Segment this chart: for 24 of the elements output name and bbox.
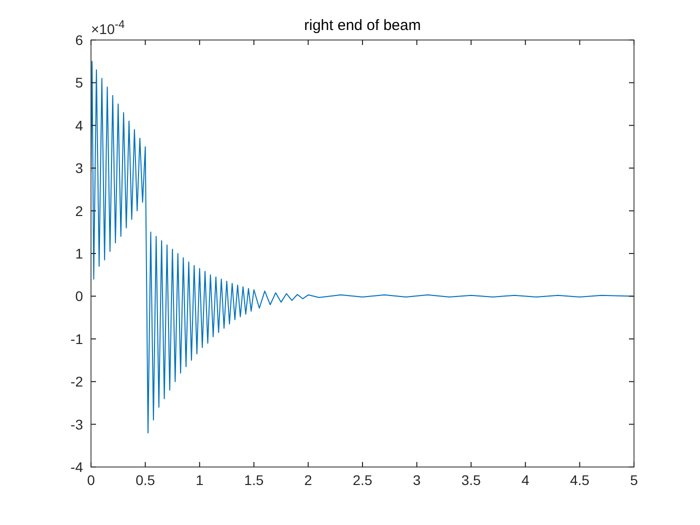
y-tick-label: 5: [75, 74, 84, 91]
y-tick-label: 0: [75, 288, 84, 304]
text: ×10$^{-4}$: [91, 19, 125, 37]
y-tick-label: -1: [70, 330, 84, 347]
y-tick-label: -3: [70, 416, 84, 432]
x-tick-label: 2.5: [352, 472, 372, 488]
x-tick-label: 0: [87, 472, 96, 488]
x-tick-label: 3.5: [461, 472, 482, 488]
y-tick-label: 3: [75, 160, 84, 176]
x-tick-label: 4.5: [570, 472, 590, 488]
x-tick-label: 2: [304, 472, 312, 488]
x-tick-label: 1: [196, 472, 204, 488]
y-tick-label: -2: [70, 374, 84, 390]
x-tick-label: 1.5: [244, 472, 264, 488]
y-tick-label: -4: [70, 459, 84, 475]
y-tick-label: 6: [75, 32, 84, 48]
y-tick-label: 4: [75, 117, 84, 134]
x-tick-label: 3: [412, 472, 421, 488]
x-tick-label: 5: [630, 472, 638, 488]
x-tick-label: 0.5: [136, 472, 156, 488]
x-tick-label: 4: [522, 472, 530, 488]
y-tick-label: 1: [75, 246, 84, 262]
chart-title: right end of beam: [304, 17, 421, 34]
y-tick-label: 2: [75, 202, 84, 219]
